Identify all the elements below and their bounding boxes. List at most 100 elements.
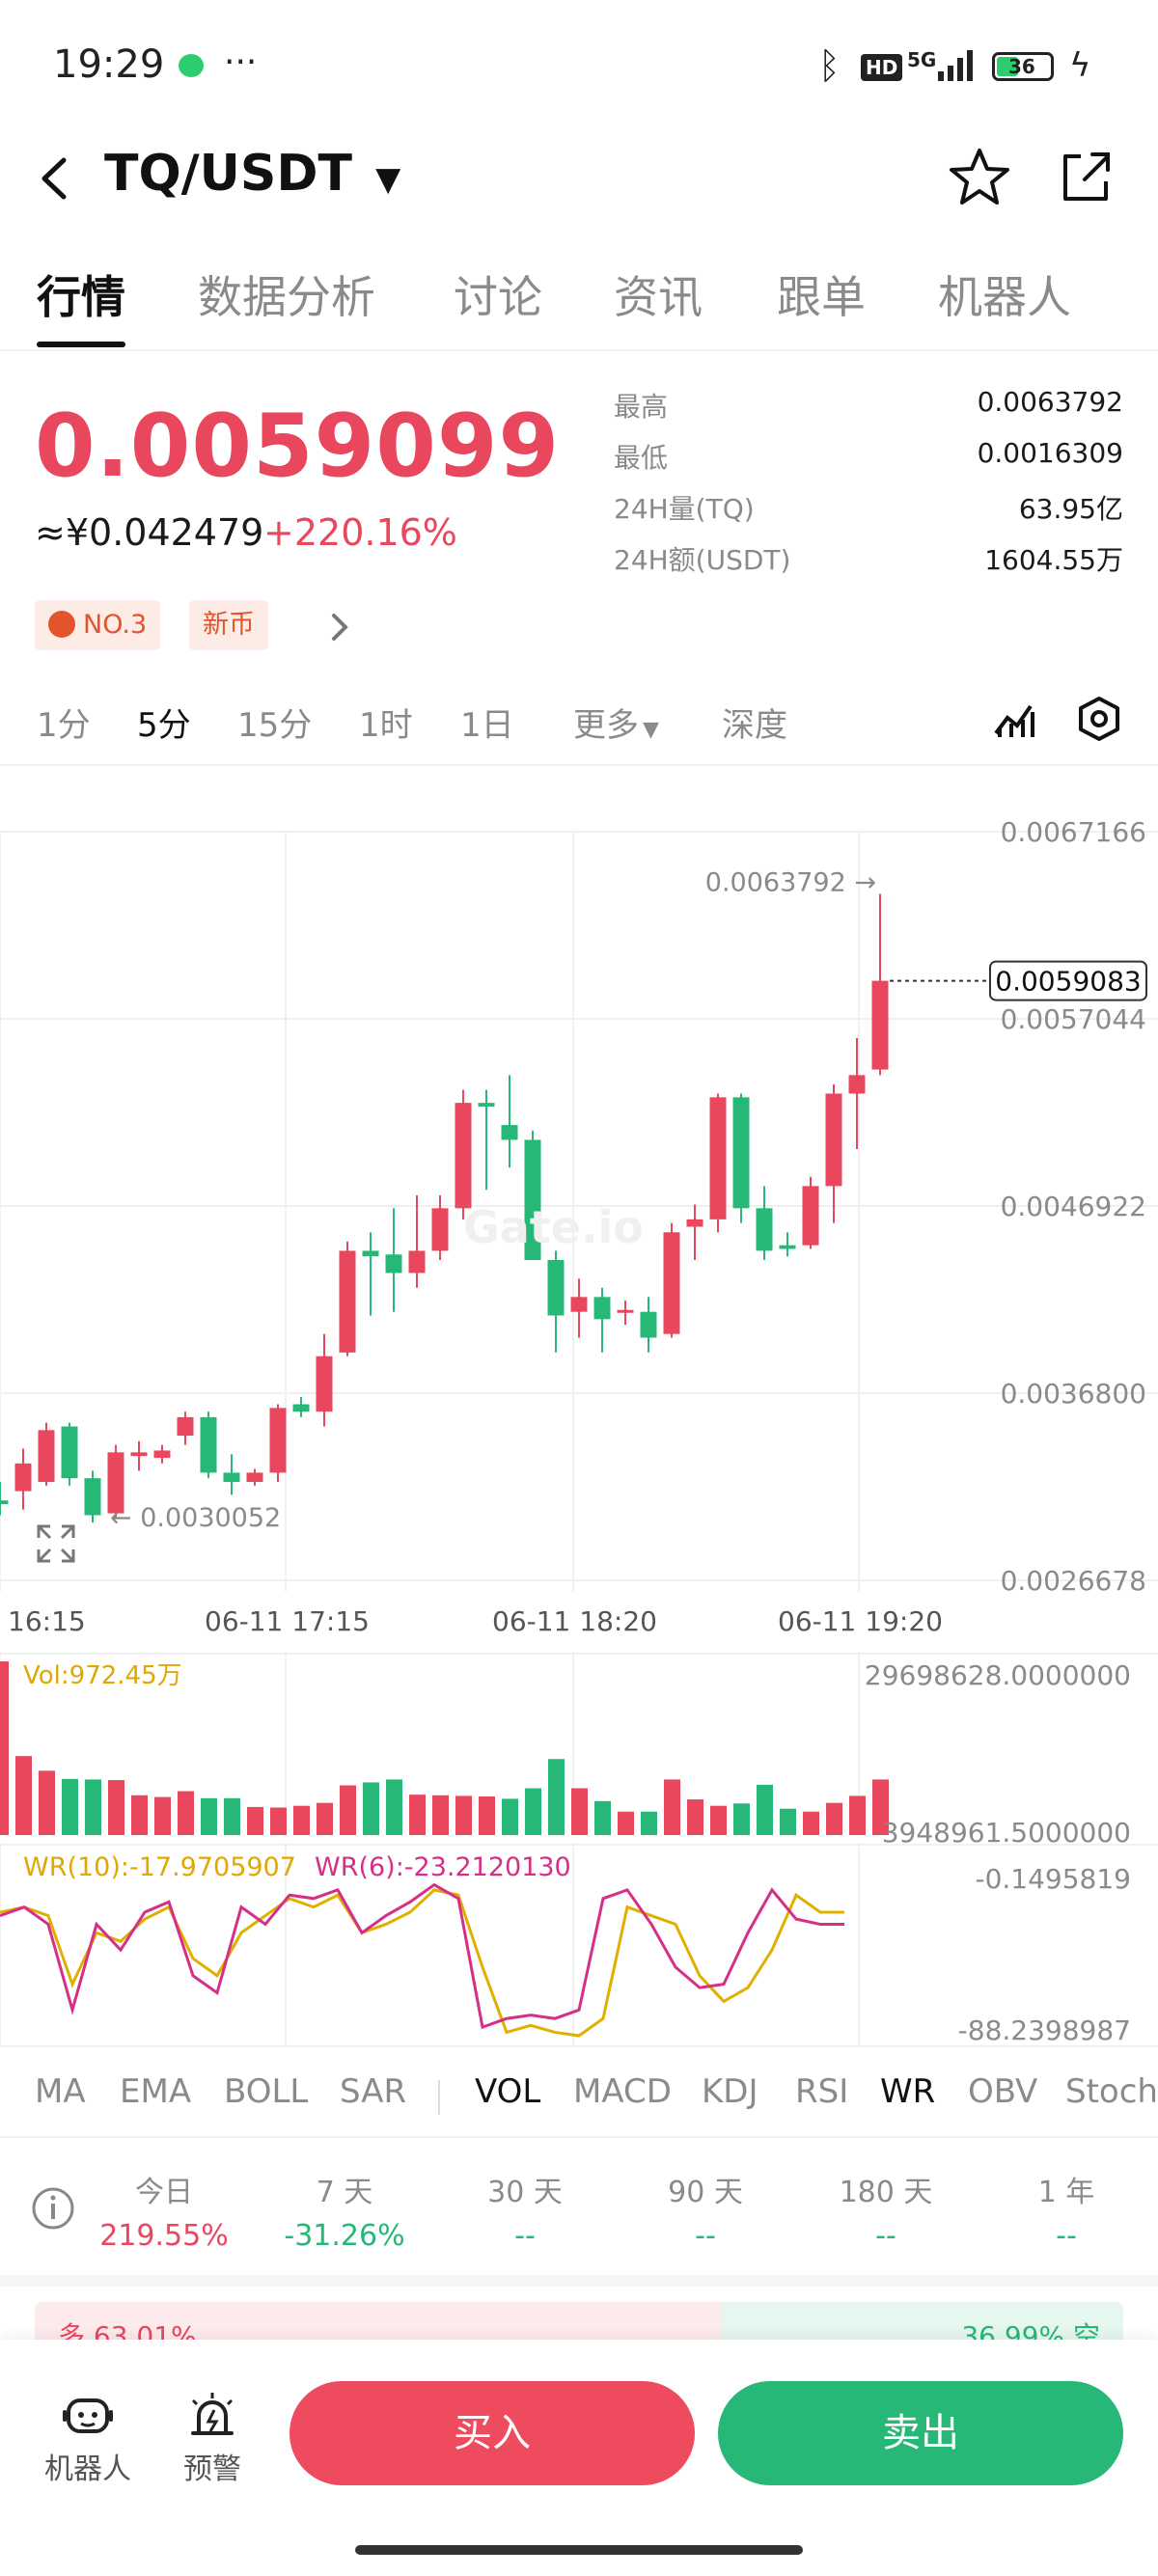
- indicator-wr[interactable]: WR: [880, 2072, 936, 2111]
- candle: [756, 1208, 773, 1251]
- indicator-obv[interactable]: OBV: [968, 2072, 1038, 2111]
- wr-top-label: -0.1495819: [975, 1863, 1131, 1895]
- sell-button[interactable]: 卖出: [718, 2381, 1123, 2485]
- indicator-kdj[interactable]: KDJ: [702, 2072, 758, 2111]
- volume-label: Vol:972.45万: [23, 1661, 182, 1690]
- volume-bar: [432, 1795, 449, 1835]
- candle: [177, 1416, 194, 1437]
- volume-bar: [340, 1785, 356, 1835]
- indicator-rsi[interactable]: RSI: [795, 2072, 849, 2111]
- badge-more-button[interactable]: [324, 608, 353, 646]
- candle: [362, 1250, 379, 1257]
- tab-bots[interactable]: 机器人: [938, 271, 1071, 323]
- volume-bar: [386, 1779, 402, 1835]
- chat-icon: [179, 54, 204, 77]
- x-tick-label: 06-11 17:15: [205, 1605, 370, 1637]
- wr10-label: WR(10):-17.9705907: [23, 1852, 296, 1882]
- rank-badge-text: NO.3: [83, 610, 148, 640]
- stat-value-turnover: 1604.55万: [984, 544, 1123, 576]
- candle: [663, 1232, 680, 1334]
- fullscreen-button[interactable]: [35, 1522, 77, 1565]
- interval-5m[interactable]: 5分: [137, 706, 191, 745]
- candle: [339, 1250, 356, 1353]
- candle: [200, 1416, 217, 1473]
- tab-copy-trade[interactable]: 跟单: [777, 271, 866, 323]
- rank-badge[interactable]: NO.3: [35, 600, 161, 650]
- x-tick-label: 06-11 18:20: [492, 1605, 657, 1637]
- buy-button[interactable]: 买入: [290, 2381, 695, 2485]
- info-button[interactable]: [29, 2184, 77, 2233]
- chart-indicator-icon: [994, 704, 1034, 737]
- candle: [269, 1408, 287, 1473]
- last-price-box: [989, 960, 1147, 1001]
- volume-bar: [525, 1788, 541, 1835]
- volume-bar: [247, 1806, 263, 1835]
- perf-label: 7 天: [316, 2176, 373, 2209]
- volume-bar: [733, 1803, 750, 1835]
- pair-selector[interactable]: TQ/USDT ▼: [104, 145, 400, 203]
- interval-more-label: 更多: [573, 706, 639, 745]
- volume-bar: [479, 1796, 495, 1835]
- candle: [501, 1125, 518, 1140]
- candle: [107, 1452, 124, 1514]
- chart-settings-button[interactable]: [1075, 695, 1123, 743]
- y-tick-label: 0.0036800: [1001, 1378, 1146, 1410]
- interval-1d[interactable]: 1日: [460, 706, 514, 745]
- candle: [223, 1472, 240, 1482]
- kline-chart[interactable]: 0.0067166 0.0057044 0.0046922 0.0036800 0.00…: [0, 791, 1158, 1640]
- back-button[interactable]: [29, 145, 77, 212]
- tab-data-analysis[interactable]: 数据分析: [198, 271, 375, 323]
- volume-bar: [154, 1796, 171, 1835]
- volume-bar: [409, 1795, 426, 1835]
- favorite-button[interactable]: [946, 143, 1013, 210]
- share-icon: [1063, 152, 1110, 201]
- indicator-boll[interactable]: BOLL: [224, 2072, 309, 2111]
- volume-bar: [317, 1802, 333, 1835]
- indicator-macd[interactable]: MACD: [573, 2072, 672, 2111]
- wr6-label: WR(6):-23.2120130: [315, 1852, 571, 1882]
- tab-discussion[interactable]: 讨论: [454, 271, 542, 323]
- interval-depth[interactable]: 深度: [722, 706, 787, 745]
- chevron-right-icon: [332, 614, 348, 641]
- volume-bar: [455, 1795, 472, 1835]
- wr6-line: [0, 1882, 844, 2030]
- alert-nav[interactable]: 预警: [164, 2389, 261, 2495]
- tab-market[interactable]: 行情: [37, 271, 125, 323]
- new-coin-badge[interactable]: 新币: [189, 600, 268, 650]
- candle: [246, 1472, 263, 1482]
- candle: [825, 1093, 842, 1187]
- volume-bar: [131, 1795, 148, 1835]
- interval-1m[interactable]: 1分: [37, 706, 91, 745]
- candle: [431, 1208, 449, 1251]
- indicator-ma[interactable]: MA: [35, 2072, 86, 2111]
- home-indicator: [355, 2545, 803, 2555]
- perf-value: 219.55%: [99, 2219, 229, 2253]
- signal-icon: [938, 50, 977, 81]
- indicator-sar[interactable]: SAR: [340, 2072, 407, 2111]
- battery-icon: 36: [992, 52, 1054, 81]
- interval-more[interactable]: 更多 ▼: [573, 699, 659, 746]
- perf-label: 今日: [135, 2176, 193, 2209]
- chart-type-button[interactable]: [990, 695, 1038, 743]
- price-change: +220.16%: [263, 511, 457, 554]
- indicator-divider: [0, 2136, 1158, 2138]
- perf-label: 90 天: [668, 2176, 743, 2209]
- volume-bar: [363, 1782, 379, 1835]
- tab-news[interactable]: 资讯: [614, 271, 703, 323]
- caret-down-icon: ▼: [375, 160, 401, 199]
- indicator-stochrsi[interactable]: StochRSI: [1065, 2072, 1158, 2111]
- candle: [686, 1219, 703, 1227]
- volume-top-label: 29698628.0000000: [865, 1659, 1131, 1691]
- candle: [0, 1500, 9, 1504]
- interval-1h[interactable]: 1时: [359, 706, 413, 745]
- volume-bar: [502, 1798, 518, 1835]
- robot-nav[interactable]: 机器人: [35, 2389, 141, 2495]
- indicator-vol[interactable]: VOL: [475, 2072, 541, 2111]
- candle: [316, 1356, 333, 1412]
- interval-15m[interactable]: 15分: [237, 706, 313, 745]
- indicator-ema[interactable]: EMA: [120, 2072, 192, 2111]
- wr-bottom-label: -88.2398987: [958, 2014, 1131, 2046]
- share-button[interactable]: [1052, 143, 1119, 210]
- wr-chart: -0.1495819 -88.2398987: [0, 1843, 1158, 2046]
- bluetooth-icon: ᛒ: [818, 44, 841, 87]
